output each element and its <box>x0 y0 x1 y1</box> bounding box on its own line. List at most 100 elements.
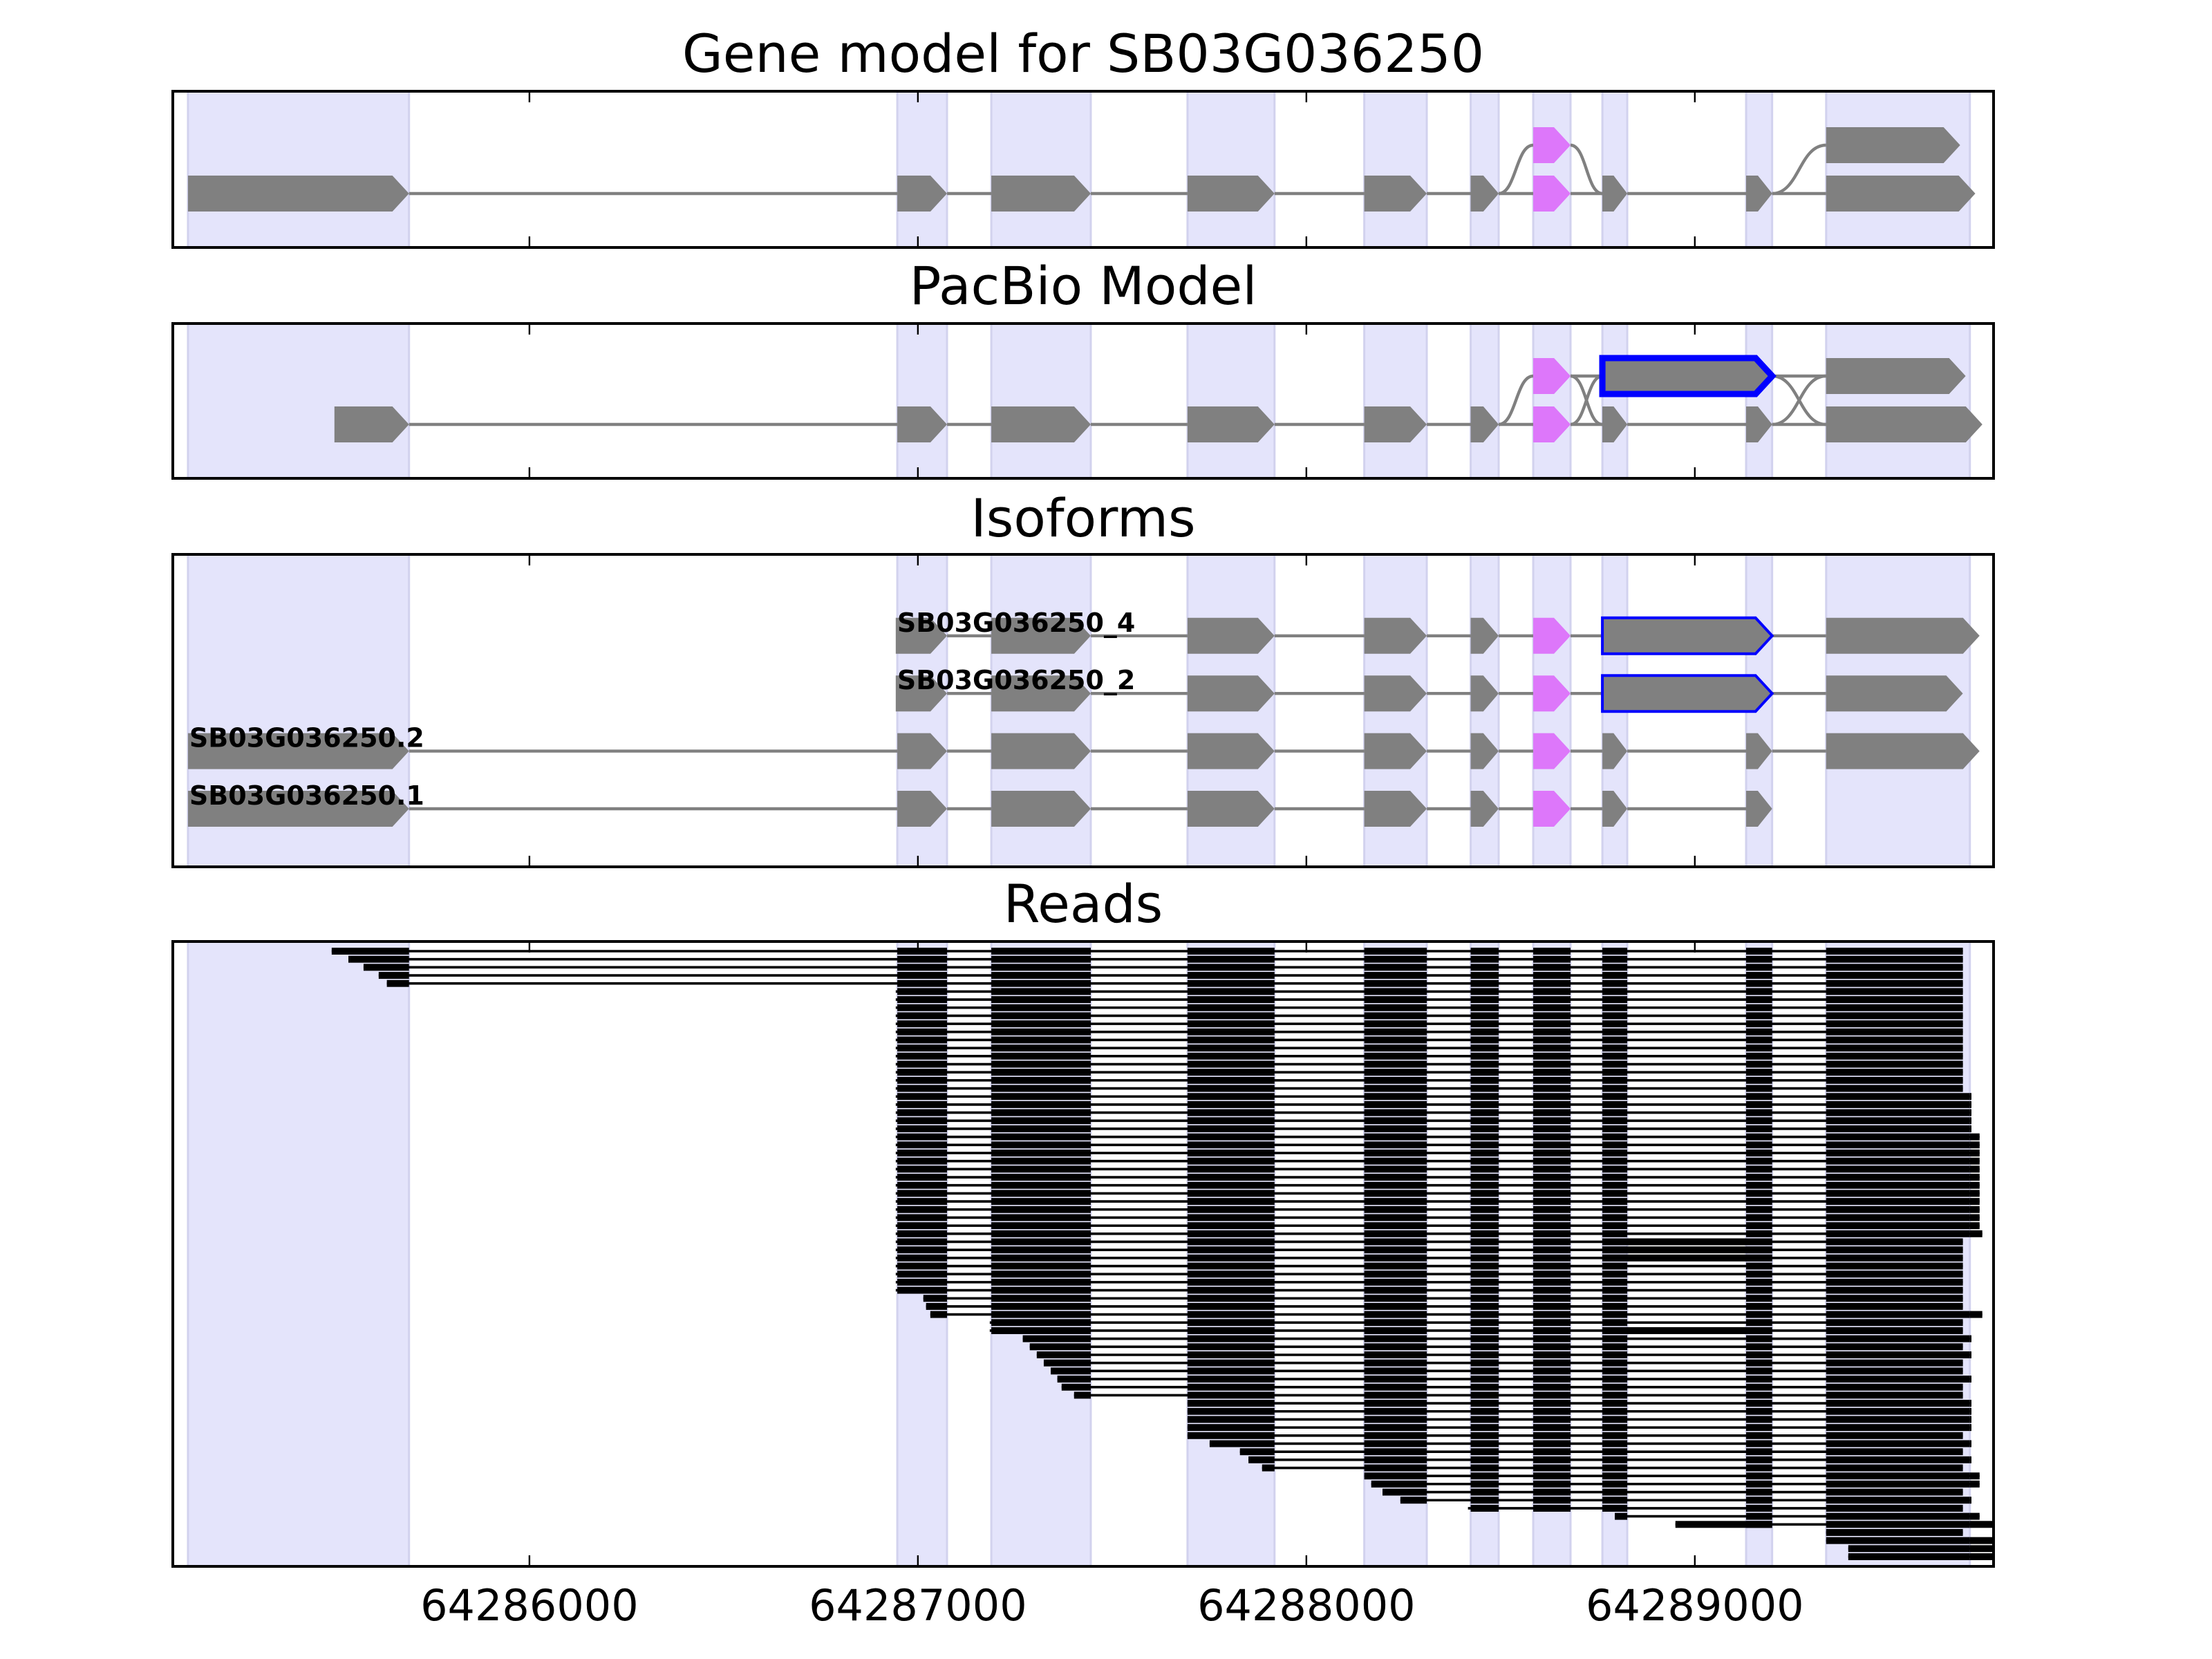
read-aligned-block <box>1187 1060 1275 1068</box>
read-aligned-block <box>1826 1271 1963 1278</box>
read <box>895 1198 1980 1206</box>
read-aligned-block <box>991 1117 1091 1125</box>
read-aligned-block <box>1533 1060 1571 1068</box>
exon-region-shade <box>187 322 411 480</box>
read-aligned-block <box>1533 1286 1571 1294</box>
read-aligned-block <box>1043 1359 1091 1367</box>
read-aligned-block <box>1746 1036 1772 1044</box>
read-aligned-block <box>897 1238 948 1246</box>
read-aligned-block <box>1746 1020 1772 1028</box>
read <box>1209 1440 1971 1447</box>
read-aligned-block <box>1470 1286 1499 1294</box>
read-aligned-block <box>1533 1383 1571 1391</box>
read-aligned-block <box>1746 1165 1772 1173</box>
read-aligned-block <box>1826 980 1963 987</box>
read-aligned-block <box>1533 1254 1571 1262</box>
alternative-exon <box>1533 733 1571 769</box>
read-aligned-block <box>1746 1198 1772 1206</box>
read-aligned-block <box>1187 1069 1275 1076</box>
read <box>1848 1545 1994 1553</box>
read-aligned-block <box>1533 1085 1571 1092</box>
read-aligned-block <box>923 1295 948 1302</box>
read-aligned-block <box>1187 1359 1275 1367</box>
read-aligned-block <box>1969 1117 1971 1125</box>
read-aligned-block <box>1602 948 1628 955</box>
read-aligned-block <box>897 1165 948 1173</box>
read-aligned-block <box>991 1286 1091 1294</box>
read-aligned-block <box>1187 996 1275 1004</box>
read-aligned-block <box>1364 1311 1427 1318</box>
read-aligned-block <box>1746 1181 1772 1189</box>
read-aligned-block <box>1187 1391 1275 1399</box>
read-aligned-block <box>1746 1052 1772 1060</box>
read-aligned-block <box>1364 1472 1427 1480</box>
read <box>1061 1383 1963 1391</box>
read-aligned-block <box>1746 972 1772 980</box>
read-aligned-block <box>1364 1302 1427 1310</box>
read-aligned-block <box>1969 1150 1980 1156</box>
read <box>895 988 1963 995</box>
read-aligned-block <box>1187 1198 1275 1206</box>
read-aligned-block <box>1364 1165 1427 1173</box>
read-aligned-block <box>1239 1448 1275 1456</box>
read-aligned-block <box>1826 1100 1970 1108</box>
read-aligned-block <box>1602 1141 1628 1149</box>
read-aligned-block <box>1470 1117 1499 1125</box>
read-aligned-block <box>1187 1351 1275 1358</box>
read-aligned-block <box>1533 955 1571 963</box>
read-aligned-block <box>1826 1472 1970 1480</box>
read <box>1364 1472 1980 1480</box>
read-aligned-block <box>1533 1416 1571 1423</box>
read-aligned-block <box>1746 1125 1772 1132</box>
read-aligned-block <box>1826 1278 1963 1286</box>
read-aligned-block <box>1470 1456 1499 1463</box>
read-aligned-block <box>1364 1391 1427 1399</box>
read-aligned-block <box>1051 1367 1091 1375</box>
read <box>1187 1416 1971 1423</box>
read-aligned-block <box>1602 1319 1628 1327</box>
exon-region-shade <box>1745 90 1774 249</box>
read-aligned-block <box>1187 1254 1275 1262</box>
read-aligned-block <box>1187 1222 1275 1230</box>
read-aligned-block <box>1533 1424 1571 1432</box>
read-aligned-block <box>1364 1157 1427 1165</box>
read-aligned-block <box>1470 1271 1499 1278</box>
exon <box>1746 406 1772 442</box>
read-aligned-block <box>1746 1480 1772 1488</box>
read <box>895 1036 1963 1044</box>
read-aligned-block <box>1826 1407 1970 1415</box>
read-aligned-block <box>1826 1367 1963 1375</box>
read-aligned-block <box>1364 1238 1427 1246</box>
read-aligned-block <box>991 1327 1091 1334</box>
read-aligned-block <box>1826 1052 1963 1060</box>
read-aligned-block <box>1533 1456 1571 1463</box>
read-aligned-block <box>897 1190 948 1197</box>
read-aligned-block <box>378 972 409 980</box>
read-aligned-block <box>1969 1311 1983 1318</box>
exon <box>897 176 948 212</box>
read-aligned-block <box>897 1125 948 1132</box>
read-aligned-block <box>1602 1069 1628 1076</box>
exon <box>1826 406 1983 442</box>
read-aligned-block <box>1826 1302 1963 1310</box>
read-aligned-block <box>1602 972 1628 980</box>
read-aligned-block <box>1470 1376 1499 1383</box>
read-aligned-block <box>1969 1553 1994 1560</box>
read-aligned-block <box>1470 1480 1499 1488</box>
read-aligned-block <box>1533 948 1571 955</box>
read-aligned-block <box>1364 1400 1427 1407</box>
read-aligned-block <box>1364 1190 1427 1197</box>
read-aligned-block <box>1969 1440 1971 1447</box>
read-aligned-block <box>1187 1424 1275 1432</box>
alternative-exon <box>1533 675 1571 712</box>
read-aligned-block <box>897 955 948 963</box>
read-aligned-block <box>1969 1521 1994 1528</box>
read-aligned-block <box>1826 1343 1963 1351</box>
read <box>1074 1391 1963 1399</box>
exon-region-shade <box>896 90 948 249</box>
panel-title: Gene model for SB03G036250 <box>682 23 1484 84</box>
read-aligned-block <box>1826 1133 1970 1141</box>
read-aligned-block <box>1826 1214 1970 1221</box>
read-aligned-block <box>1187 1271 1275 1278</box>
read-aligned-block <box>1262 1464 1275 1472</box>
